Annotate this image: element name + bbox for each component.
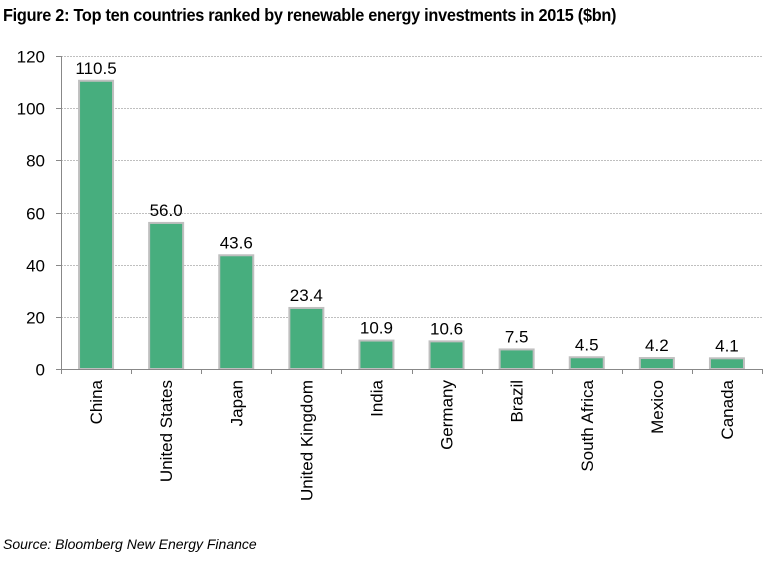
x-tick-labels: China United States Japan United Kingdom Ind… [87,379,737,501]
y-tick-labels: 0 20 40 60 80 100 120 [17,48,45,380]
y-tick-label: 40 [26,257,45,276]
data-label: 23.4 [290,286,323,305]
data-label: 43.6 [220,233,253,252]
y-tick-label: 120 [17,48,45,67]
bar-united-kingdom [288,306,325,370]
bar-mexico [638,357,675,371]
axes [56,56,763,374]
data-label: 10.6 [430,319,463,338]
data-label: 4.2 [645,336,669,355]
y-tick-label: 80 [26,152,45,171]
y-tick-label: 0 [36,361,45,380]
bar-canada [708,357,745,371]
bar-germany [428,340,465,370]
data-label: 4.5 [575,335,599,354]
x-tick-label: Canada [718,379,737,439]
x-tick-label: Germany [438,380,457,450]
x-tick-label: India [367,379,386,416]
y-tick-label: 100 [17,100,45,119]
chart-title: Figure 2: Top ten countries ranked by re… [3,5,617,25]
x-tick-label: United States [157,380,176,482]
x-tick-label: South Africa [578,379,597,471]
x-tick-label: Mexico [648,380,667,434]
x-tick-label: Japan [227,380,246,426]
bar-japan [218,254,255,371]
data-label: 56.0 [150,201,183,220]
bar-india [358,339,395,370]
bar-united-states [148,221,185,370]
bar-brazil [498,348,535,370]
data-labels: 110.5 56.0 43.6 23.4 10.9 10.6 7.5 4.5 4.2 4.1 [75,59,738,356]
bar-south-africa [568,356,605,371]
source-note: Source: Bloomberg New Energy Finance [3,536,257,552]
data-label: 110.5 [75,59,116,78]
y-tick-label: 60 [26,205,45,224]
data-label: 4.1 [715,336,739,355]
x-tick-label: Brazil [508,380,527,423]
x-tick-label: United Kingdom [297,380,316,501]
bar-china [78,79,115,370]
x-tick-label: China [87,379,106,424]
data-label: 10.9 [360,319,393,338]
data-label: 7.5 [505,327,529,346]
bars [78,79,745,371]
y-tick-label: 20 [26,309,45,328]
